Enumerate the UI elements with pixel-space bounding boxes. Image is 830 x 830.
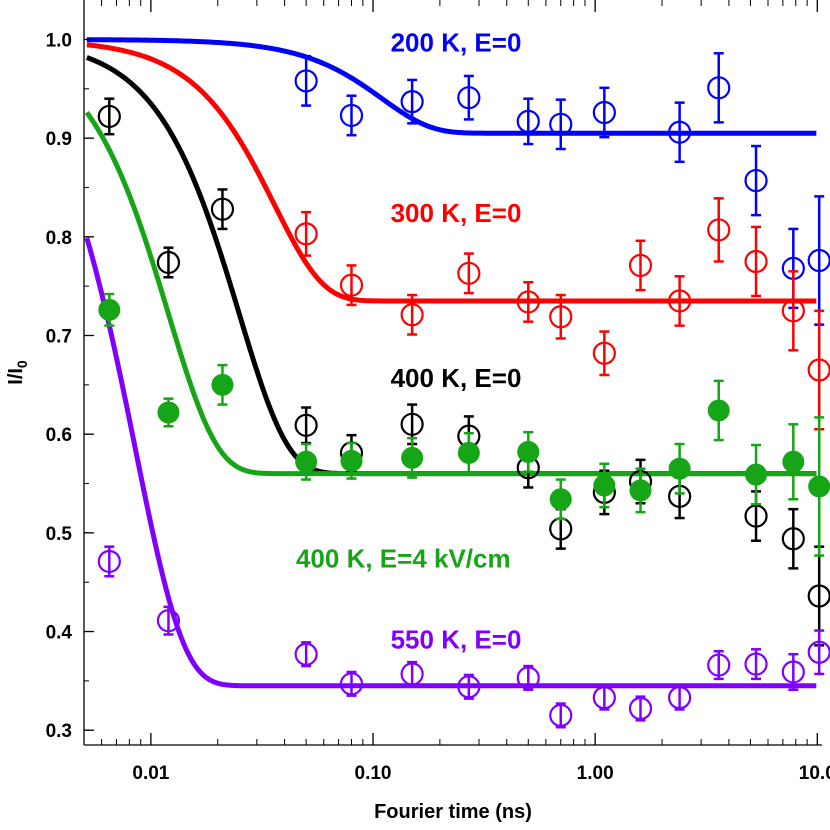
data-point — [517, 440, 540, 463]
fit-curve — [85, 55, 817, 477]
data-point — [744, 249, 768, 274]
data-point — [808, 475, 830, 498]
data-point — [339, 672, 364, 696]
series-group — [98, 292, 830, 557]
data-point — [156, 250, 181, 275]
data-point — [592, 341, 616, 365]
x-axis-title: Fourier time (ns) — [374, 801, 532, 823]
data-point — [781, 299, 805, 323]
data-point — [516, 109, 540, 133]
data-point — [593, 474, 616, 497]
data-point — [211, 373, 234, 396]
data-point — [339, 273, 364, 297]
y-tick-label: 0.9 — [46, 129, 72, 150]
data-points — [97, 52, 830, 729]
fit-curve — [84, 111, 817, 477]
series-group — [294, 52, 830, 326]
y-tick-label: 0.5 — [46, 524, 73, 545]
data-point — [707, 653, 731, 677]
y-tick-label: 0.7 — [46, 326, 72, 347]
y-axis-title-subscript: 0 — [14, 360, 30, 368]
data-point — [744, 168, 768, 193]
series-group — [97, 545, 830, 729]
data-point — [549, 488, 572, 511]
data-point — [457, 261, 481, 285]
data-point — [744, 504, 768, 528]
data-point — [781, 660, 805, 684]
fit-curve — [86, 42, 817, 304]
data-point — [340, 449, 363, 472]
x-tick-label: 0.01 — [132, 763, 169, 784]
series-label: 200 K, E=0 — [391, 27, 522, 57]
data-point — [549, 112, 573, 136]
data-point — [457, 86, 481, 110]
series-labels: 200 K, E=0 300 K, E=0 400 K, E=0 400 K, E=4… — [296, 27, 521, 654]
data-point — [745, 463, 768, 486]
y-tick-label: 0.6 — [46, 425, 72, 446]
data-point — [157, 401, 180, 424]
data-point — [516, 666, 540, 690]
series-group — [294, 197, 830, 431]
data-point — [592, 100, 616, 125]
data-point — [628, 696, 653, 721]
data-point — [516, 290, 540, 314]
data-point — [97, 104, 121, 129]
data-point — [592, 686, 616, 710]
x-tick-label: 10.0 — [799, 763, 830, 784]
x-tick-label: 1.00 — [577, 763, 614, 784]
series-label: 550 K, E=0 — [391, 624, 522, 654]
data-point — [294, 642, 318, 666]
y-axis-title-main: I/I — [5, 368, 27, 385]
data-point — [294, 69, 318, 93]
data-point — [294, 222, 318, 246]
data-point — [549, 703, 573, 727]
data-point — [781, 527, 805, 551]
series-label: 300 K, E=0 — [391, 198, 522, 228]
data-point — [782, 450, 805, 473]
y-tick-label: 0.3 — [46, 721, 72, 742]
axes — [83, 0, 822, 746]
data-point — [400, 662, 424, 686]
data-point — [457, 675, 481, 699]
data-point — [98, 298, 121, 321]
data-point — [400, 412, 424, 436]
data-point — [628, 253, 653, 278]
data-point — [549, 305, 573, 329]
fit-curves — [84, 37, 817, 689]
fit-curve — [84, 237, 817, 689]
data-point — [295, 450, 318, 473]
fit-curve — [86, 37, 817, 136]
data-point — [707, 76, 731, 100]
y-tick-label: 1.0 — [46, 30, 72, 51]
data-point — [457, 441, 480, 464]
data-point — [294, 413, 318, 437]
x-tick-label: 0.10 — [355, 763, 392, 784]
data-point — [744, 652, 768, 676]
data-point — [97, 549, 121, 574]
data-point — [400, 303, 424, 327]
y-tick-label: 0.8 — [46, 228, 72, 249]
ticks: 0.3 0.4 0.5 0.6 0.7 0.8 0.9 1.0 0.01 0.10 1.00 10.0 — [46, 0, 830, 784]
series-label: 400 K, E=4 kV/cm — [296, 543, 511, 573]
data-point — [668, 120, 692, 144]
y-tick-label: 0.4 — [46, 623, 73, 644]
data-point — [668, 686, 692, 710]
data-point — [400, 90, 424, 114]
data-point — [707, 399, 730, 422]
data-point — [401, 446, 424, 469]
data-point — [668, 289, 692, 313]
data-point — [210, 197, 235, 221]
data-point — [668, 457, 691, 480]
data-point — [339, 103, 364, 128]
data-point — [156, 609, 181, 633]
y-axis-title: I/I0 — [5, 360, 30, 385]
data-point — [707, 218, 731, 242]
series-label: 400 K, E=0 — [391, 363, 522, 393]
data-point — [629, 479, 652, 502]
